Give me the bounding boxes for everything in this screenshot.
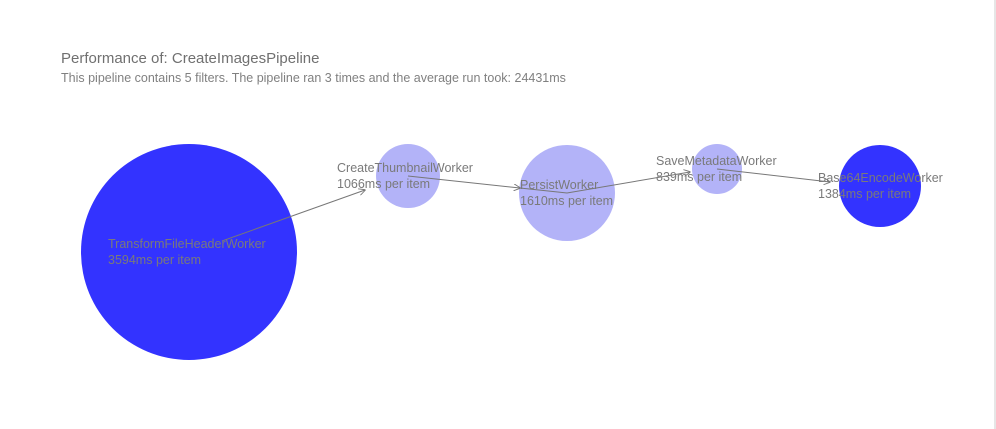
edge-arrow-3 [519, 172, 690, 194]
page-title: Performance of: CreateImagesPipeline [61, 50, 320, 67]
node-transform-file-header-worker-circle [81, 144, 297, 360]
page-subtitle: This pipeline contains 5 filters. The pi… [61, 71, 566, 85]
node-create-thumbnail-worker-label: CreateThumbnailWorker 1066ms per item [337, 161, 473, 191]
page-right-border [994, 0, 996, 429]
node-name: TransformFileHeaderWorker [108, 237, 266, 251]
node-stat: 1384ms per item [818, 187, 911, 201]
node-base64-encode-worker-label: Base64EncodeWorker 1384ms per item [818, 171, 943, 201]
node-transform-file-header-worker-label: TransformFileHeaderWorker 3594ms per item [108, 237, 266, 267]
node-stat: 1610ms per item [520, 194, 613, 208]
node-save-metadata-worker-label: SaveMetadataWorker 839ms per item [656, 154, 777, 184]
node-name: Base64EncodeWorker [818, 171, 943, 185]
node-name: PersistWorker [520, 178, 598, 192]
edge-arrow-1 [221, 190, 365, 242]
node-stat: 839ms per item [656, 170, 742, 184]
node-name: SaveMetadataWorker [656, 154, 777, 168]
edge-arrow-4 [716, 168, 830, 182]
header: Performance of: CreateImagesPipeline Thi… [61, 50, 566, 85]
node-persist-worker-label: PersistWorker 1610ms per item [520, 178, 613, 208]
node-stat: 1066ms per item [337, 177, 430, 191]
node-stat: 3594ms per item [108, 253, 201, 267]
node-base64-encode-worker-circle [839, 145, 921, 227]
node-name: CreateThumbnailWorker [337, 161, 473, 175]
edge-arrow-2 [407, 175, 520, 188]
